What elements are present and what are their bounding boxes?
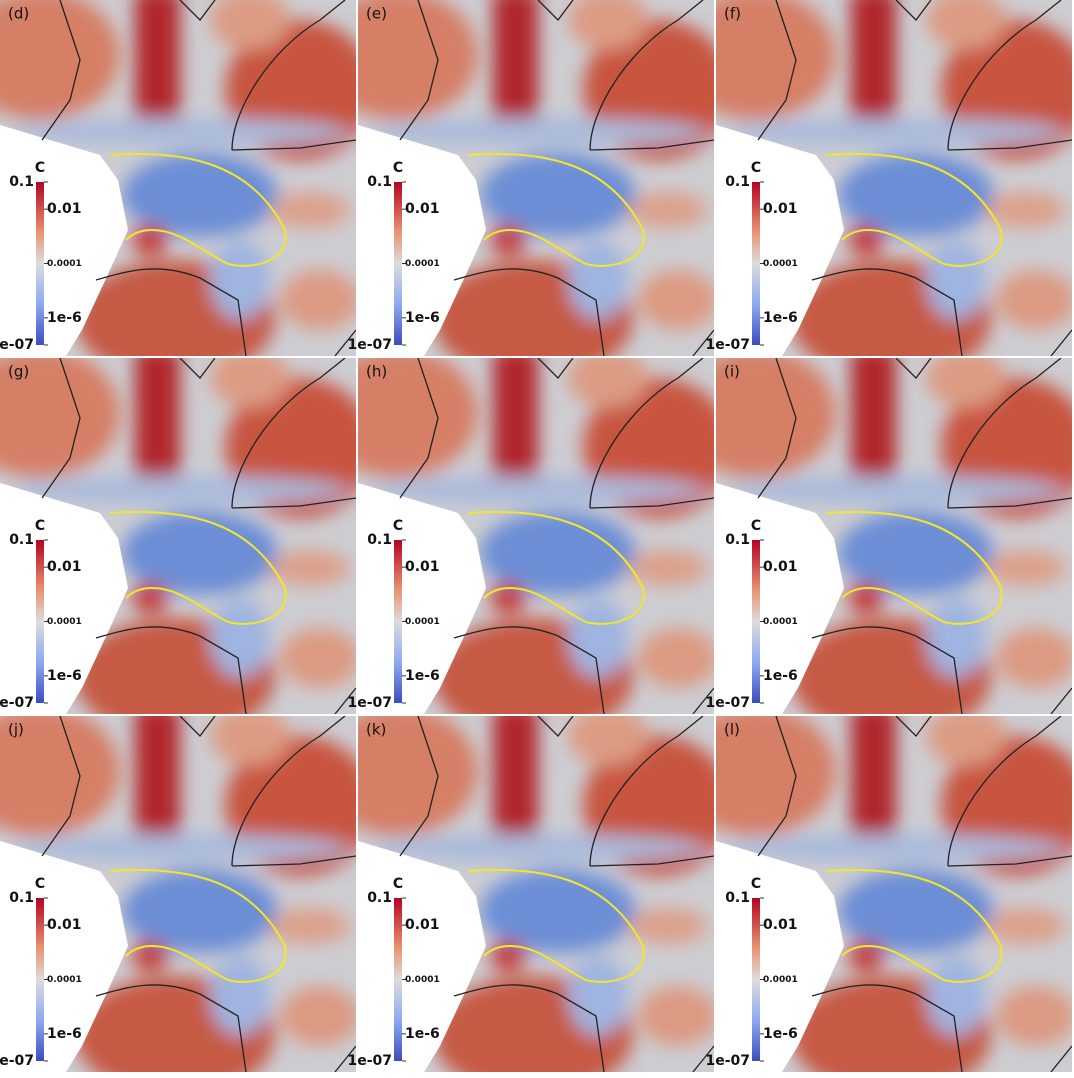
colorbar-title: C [393, 518, 403, 534]
panel: (e) C0.1 0.01 0.0001 1e-6 1e-07 [318, 0, 733, 380]
colorbar-tick-label: 1e-07 [347, 337, 392, 353]
colorbar-title: C [751, 876, 761, 892]
colorbar-tick-label: 0.0001 [405, 617, 440, 627]
colorbar-tick-label: 0.01 [405, 201, 440, 217]
colorbar-title: C [393, 160, 403, 176]
panel-label: (i) [724, 363, 740, 381]
colorbar-tick-label: 1e-6 [47, 310, 82, 326]
colorbar-title: C [35, 160, 45, 176]
colorbar-tick-label: 1e-07 [705, 337, 750, 353]
colorbar-tick-label: 0.0001 [405, 259, 440, 269]
colorbar-tick-label: 0.01 [47, 201, 82, 217]
panel: (i) C0.1 0.01 0.0001 1e-6 1e-07 [705, 348, 1074, 738]
panel: (g) C0.1 0.01 0.0001 1e-6 1e-07 [0, 348, 375, 738]
panel-label: (g) [8, 363, 29, 381]
colorbar-tick-label: 0.01 [405, 559, 440, 575]
panel: (h) C0.1 0.01 0.0001 1e-6 1e-07 [347, 348, 733, 738]
colorbar-tick-label: 0.0001 [47, 259, 82, 269]
colorbar-tick-label: 1e-07 [0, 1053, 34, 1069]
colorbar-tick-label: 0.01 [763, 559, 798, 575]
colorbar-title: C [751, 518, 761, 534]
colorbar [394, 540, 402, 703]
colorbar-tick-label: 1e-07 [347, 1053, 392, 1069]
panel-label: (j) [8, 721, 24, 739]
colorbar [36, 540, 44, 703]
colorbar-tick-label: 0.1 [9, 174, 34, 190]
panel-label: (e) [366, 5, 387, 23]
panel-map [318, 0, 733, 380]
colorbar [394, 898, 402, 1061]
panel-label: (d) [8, 5, 29, 23]
colorbar-tick-label: 1e-07 [347, 695, 392, 711]
colorbar [36, 898, 44, 1061]
panel: (f) C0.1 0.01 0.0001 1e-6 1e-07 [676, 0, 1074, 380]
panel-label: (l) [724, 721, 740, 739]
colorbar-tick-label: 0.0001 [763, 617, 798, 627]
panel: (k) C0.1 0.01 0.0001 1e-6 1e-07 [347, 706, 733, 1074]
colorbar-tick-label: 0.01 [763, 201, 798, 217]
colorbar-tick-label: 0.1 [725, 174, 750, 190]
panel: (l) C0.1 0.01 0.0001 1e-6 1e-07 [705, 706, 1074, 1074]
colorbar-title: C [751, 160, 761, 176]
colorbar-tick-label: 0.1 [367, 890, 392, 906]
panel-label: (k) [366, 721, 386, 739]
panel: (d) C0.1 0.01 0.0001 1e-6 1e-07 [0, 0, 375, 380]
colorbar-tick-label: 1e-6 [47, 668, 82, 684]
colorbar-tick-label: 1e-6 [763, 1026, 798, 1042]
colorbar-tick-label: 1e-6 [405, 1026, 440, 1042]
colorbar-tick-label: 0.0001 [47, 975, 82, 985]
colorbar [394, 182, 402, 345]
colorbar-tick-label: 1e-6 [405, 668, 440, 684]
colorbar-tick-label: 1e-6 [405, 310, 440, 326]
scalar-field [318, 0, 733, 380]
colorbar-tick-label: 0.0001 [763, 975, 798, 985]
colorbar-tick-label: 0.0001 [405, 975, 440, 985]
colorbar-tick-label: 1e-6 [763, 310, 798, 326]
scalar-field [676, 0, 1074, 380]
colorbar-tick-label: 0.1 [9, 890, 34, 906]
colorbar-tick-label: 0.1 [367, 532, 392, 548]
colorbar-tick-label: 0.1 [725, 532, 750, 548]
colorbar [752, 898, 760, 1061]
panel: (j) C0.1 0.01 0.0001 1e-6 1e-07 [0, 706, 375, 1074]
scalar-field [0, 706, 375, 1074]
panel-map [676, 0, 1074, 380]
colorbar-title: C [393, 876, 403, 892]
colorbar-title: C [35, 518, 45, 534]
panel-map [0, 706, 375, 1074]
colorbar-title: C [35, 876, 45, 892]
colorbar-tick-label: 0.01 [763, 917, 798, 933]
colorbar-tick-label: 0.01 [47, 559, 82, 575]
colorbar-tick-label: 1e-6 [763, 668, 798, 684]
colorbar-tick-label: 0.1 [725, 890, 750, 906]
colorbar-tick-label: 0.0001 [47, 617, 82, 627]
colorbar [752, 540, 760, 703]
colorbar-tick-label: 1e-07 [0, 337, 34, 353]
colorbar-tick-label: 0.1 [9, 532, 34, 548]
colorbar-tick-label: 1e-07 [705, 695, 750, 711]
colorbar [752, 182, 760, 345]
colorbar-tick-label: 0.0001 [763, 259, 798, 269]
colorbar [36, 182, 44, 345]
colorbar-tick-label: 0.1 [367, 174, 392, 190]
colorbar-tick-label: 0.01 [47, 917, 82, 933]
colorbar-tick-label: 1e-07 [0, 695, 34, 711]
colorbar-tick-label: 1e-6 [47, 1026, 82, 1042]
colorbar-tick-label: 0.01 [405, 917, 440, 933]
colorbar-tick-label: 1e-07 [705, 1053, 750, 1069]
panel-label: (h) [366, 363, 387, 381]
panel-label: (f) [724, 5, 741, 23]
